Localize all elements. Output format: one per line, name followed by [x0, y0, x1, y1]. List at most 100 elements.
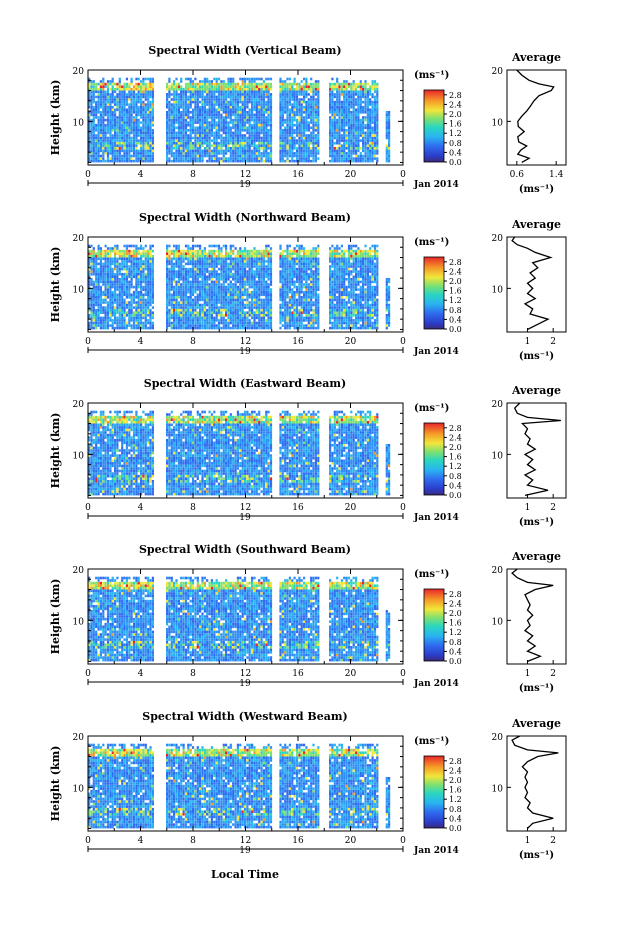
- heatmap-cell: [329, 116, 332, 119]
- heatmap-cell: [147, 93, 150, 96]
- heatmap-cell: [90, 154, 93, 158]
- heatmap-cell: [295, 123, 299, 127]
- heatmap-cell: [97, 324, 100, 327]
- heatmap-cell: [151, 139, 154, 142]
- heatmap-cell: [312, 98, 315, 101]
- heatmap-cell: [90, 254, 93, 258]
- heatmap-cell: [184, 267, 188, 271]
- heatmap-cell: [109, 159, 112, 163]
- heatmap-cell: [364, 126, 367, 130]
- heatmap-cell: [125, 144, 128, 147]
- heatmap-cell: [149, 157, 152, 160]
- heatmap-cell: [265, 126, 268, 130]
- heatmap-cell: [109, 93, 112, 96]
- heatmap-cell: [305, 80, 308, 83]
- heatmap-cell: [246, 147, 249, 150]
- heatmap-cell: [314, 154, 317, 158]
- heatmap-cell: [102, 103, 105, 106]
- heatmap-cell: [102, 272, 105, 276]
- heatmap-cell: [140, 93, 143, 96]
- heatmap-cell: [123, 260, 126, 263]
- heatmap-cell: [175, 93, 178, 96]
- heatmap-cell: [125, 301, 128, 304]
- heatmap-cell: [173, 131, 176, 135]
- colorbar-unit: (ms⁻¹): [414, 70, 449, 81]
- heatmap-cell: [97, 267, 100, 271]
- heatmap-cell: [170, 131, 173, 135]
- heatmap-cell: [142, 316, 145, 320]
- heatmap-cell: [109, 308, 112, 312]
- heatmap-cell: [369, 141, 372, 145]
- heatmap-cell: [90, 244, 93, 248]
- heatmap-cell: [182, 95, 185, 99]
- heatmap-cell: [194, 321, 197, 325]
- heatmap-cell: [121, 311, 124, 314]
- heatmap-cell: [350, 139, 353, 142]
- heatmap-cell: [215, 288, 218, 291]
- heatmap-cell: [206, 290, 209, 294]
- heatmap-cell: [177, 314, 180, 317]
- heatmap-cell: [364, 141, 367, 145]
- heatmap-cell: [253, 80, 256, 83]
- heatmap-cell: [184, 90, 188, 94]
- heatmap-cell: [203, 95, 206, 99]
- heatmap-cell: [194, 319, 197, 322]
- heatmap-cell: [149, 311, 152, 314]
- heatmap-cell: [168, 95, 171, 99]
- heatmap-cell: [151, 131, 154, 135]
- heatmap-cell: [284, 93, 287, 96]
- heatmap-cell: [201, 275, 204, 279]
- heatmap-cell: [182, 159, 185, 163]
- heatmap-cell: [347, 152, 351, 155]
- heatmap-cell: [182, 324, 185, 327]
- heatmap-cell: [262, 95, 265, 99]
- heatmap-cell: [279, 129, 282, 132]
- heatmap-cell: [208, 298, 211, 302]
- heatmap-cell: [331, 82, 334, 86]
- heatmap-cell: [111, 118, 114, 122]
- heatmap-cell: [90, 93, 93, 96]
- heatmap-cell: [109, 288, 112, 291]
- heatmap-cell: [357, 116, 360, 119]
- heatmap-cell: [248, 111, 251, 114]
- heatmap-cell: [227, 123, 230, 127]
- heatmap-cell: [194, 324, 197, 327]
- heatmap-cell: [88, 293, 91, 297]
- heatmap-cell: [260, 131, 263, 135]
- heatmap-cell: [118, 144, 121, 147]
- heatmap-cell: [331, 139, 334, 142]
- heatmap-cell: [187, 149, 190, 153]
- heatmap-cell: [177, 262, 180, 266]
- heatmap-cell: [151, 314, 154, 317]
- heatmap-cell: [213, 311, 216, 314]
- heatmap-cell: [215, 316, 218, 320]
- heatmap-cell: [251, 98, 254, 101]
- heatmap-cell: [151, 93, 154, 96]
- heatmap-cell: [206, 270, 209, 273]
- heatmap-cell: [166, 98, 169, 101]
- heatmap-cell: [340, 85, 343, 88]
- heatmap-cell: [225, 126, 228, 130]
- heatmap-cell: [258, 126, 261, 130]
- heatmap-cell: [255, 123, 258, 127]
- heatmap-cell: [343, 129, 346, 132]
- heatmap-cell: [243, 87, 247, 91]
- heatmap-cell: [331, 136, 334, 140]
- heatmap-cell: [170, 116, 173, 119]
- heatmap-cell: [149, 265, 152, 268]
- heatmap-cell: [121, 126, 124, 130]
- heatmap-cell: [279, 98, 282, 101]
- heatmap-cell: [286, 149, 289, 153]
- heatmap-cell: [92, 144, 95, 147]
- heatmap-cell: [331, 121, 334, 124]
- heatmap-cell: [147, 103, 150, 106]
- heatmap-cell: [147, 85, 150, 88]
- heatmap-cell: [343, 82, 346, 86]
- heatmap-cell: [206, 267, 209, 271]
- heatmap-cell: [225, 85, 228, 88]
- heatmap-cell: [135, 308, 138, 312]
- heatmap-cell: [132, 100, 136, 104]
- heatmap-cell: [137, 100, 140, 104]
- heatmap-cell: [95, 272, 98, 276]
- heatmap-cell: [307, 108, 310, 112]
